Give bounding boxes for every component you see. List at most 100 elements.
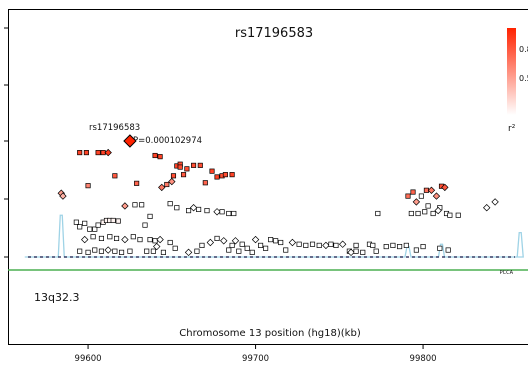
snp-point-square-125 (375, 210, 381, 217)
snp-point-square-138 (430, 210, 436, 217)
x-axis-label: Chromosome 13 position (hg18)(kb) (179, 328, 361, 339)
x-tick-label-0: 99600 (75, 354, 102, 364)
snp-point-square-119 (413, 247, 419, 253)
snp-point-diamond-55 (168, 177, 176, 186)
r2-gradient-bar (507, 28, 516, 115)
snp-point-square-126 (405, 193, 411, 199)
snp-point-square-106 (328, 241, 334, 247)
snp-point-square-40 (142, 222, 148, 228)
snp-point-square-111 (360, 249, 366, 255)
index-snp-marker (123, 134, 137, 148)
snp-point-square-46 (150, 248, 156, 254)
snp-point-square-103 (309, 241, 316, 247)
snp-point-square-122 (445, 247, 451, 253)
snp-point-square-141 (447, 212, 453, 218)
snp-point-square-24 (107, 234, 113, 240)
snp-point-square-107 (333, 242, 339, 248)
snp-point-square-81 (194, 248, 200, 254)
snp-point-square-41 (147, 213, 153, 219)
snp-point-square-110 (353, 242, 359, 248)
snp-point-square-121 (437, 245, 443, 251)
snp-point-diamond-83 (206, 238, 215, 247)
snp-point-square-86 (226, 247, 232, 253)
snp-point-square-51 (152, 152, 158, 159)
snp-point-square-65 (209, 168, 215, 174)
snp-point-square-114 (373, 248, 379, 254)
snp-point-diamond-73 (189, 204, 198, 212)
snp-point-diamond-131 (427, 186, 436, 194)
snp-point-square-74 (196, 206, 202, 212)
snp-point-square-5 (87, 226, 93, 232)
index-snp-name: rs17196583 (89, 123, 140, 133)
snp-point-diamond-128 (412, 198, 421, 206)
snp-point-square-137 (422, 209, 428, 215)
snp-point-diamond-21 (81, 235, 89, 244)
snp-point-diamond-100 (288, 238, 297, 247)
snp-point-square-75 (204, 208, 210, 214)
snp-point-square-60 (191, 162, 197, 168)
snp-point-square-104 (316, 242, 322, 248)
snp-point-diamond-1 (59, 192, 67, 200)
snp-point-diamond-80 (184, 248, 193, 257)
snp-point-square-23 (98, 235, 105, 241)
snp-point-square-118 (403, 242, 409, 248)
snp-point-square-59 (184, 166, 190, 172)
snp-point-diamond-76 (213, 208, 221, 216)
snp-point-square-98 (278, 239, 284, 246)
snp-point-square-19 (119, 249, 125, 255)
snp-point-square-66 (214, 174, 220, 180)
x-tick-label-2: 99800 (410, 354, 437, 364)
snp-point-square-77 (219, 209, 225, 215)
snp-point-square-62 (170, 173, 177, 179)
snp-point-diamond-36 (121, 202, 129, 210)
snp-point-diamond-144 (483, 204, 491, 212)
snp-point-diamond-85 (220, 237, 228, 245)
snp-point-square-61 (197, 162, 203, 168)
snp-point-square-2 (73, 219, 79, 225)
y-tick-marks (4, 27, 8, 258)
snp-point-square-82 (199, 242, 205, 248)
snp-point-square-117 (397, 244, 403, 250)
snp-point-square-97 (273, 238, 279, 244)
snp-point-square-127 (410, 189, 416, 195)
snp-point-square-20 (127, 248, 133, 254)
snp-point-square-14 (85, 249, 91, 255)
snp-point-square-27 (130, 234, 136, 240)
snp-point-diamond-26 (121, 235, 129, 244)
legend-tick-0.8: 0.8 (519, 45, 528, 54)
snp-point-square-89 (236, 248, 242, 254)
snp-point-square-52 (157, 154, 163, 160)
snp-point-square-12 (115, 218, 121, 224)
legend-tick-0.5: 0.5 (519, 74, 528, 83)
snp-point-square-129 (418, 193, 424, 199)
snp-point-diamond-17 (104, 246, 112, 254)
snp-point-square-16 (98, 248, 105, 254)
snp-point-diamond-145 (491, 198, 499, 206)
snp-point-square-35 (112, 173, 118, 179)
index-snp-pvalue: P=0.000102974 (133, 136, 202, 146)
snp-point-diamond-108 (338, 240, 347, 248)
snp-point-square-101 (296, 241, 302, 247)
snp-point-square-34 (85, 183, 91, 189)
snp-point-square-78 (226, 210, 232, 217)
snp-point-diamond-143 (434, 206, 442, 215)
snp-point-diamond-47 (153, 242, 161, 251)
snp-point-square-72 (186, 208, 192, 214)
snp-point-square-37 (132, 202, 138, 208)
snp-point-square-92 (249, 249, 255, 255)
snp-point-diamond-44 (156, 235, 164, 244)
snp-point-square-64 (202, 180, 208, 186)
snp-point-square-113 (370, 242, 376, 248)
snp-point-square-25 (113, 235, 120, 241)
gene-label: PCCA (500, 270, 514, 276)
snp-point-square-142 (455, 212, 461, 218)
snp-point-square-54 (164, 181, 170, 188)
x-axis-ticks: 99600 99700 99800 (75, 345, 437, 364)
snp-point-square-45 (144, 248, 150, 254)
snp-point-square-11 (110, 217, 116, 224)
snp-point-square-4 (82, 220, 88, 226)
snp-point-square-48 (160, 249, 166, 255)
snp-point-square-79 (231, 210, 237, 217)
snp-point-diamond-88 (231, 237, 240, 245)
snp-point-square-50 (172, 245, 178, 251)
